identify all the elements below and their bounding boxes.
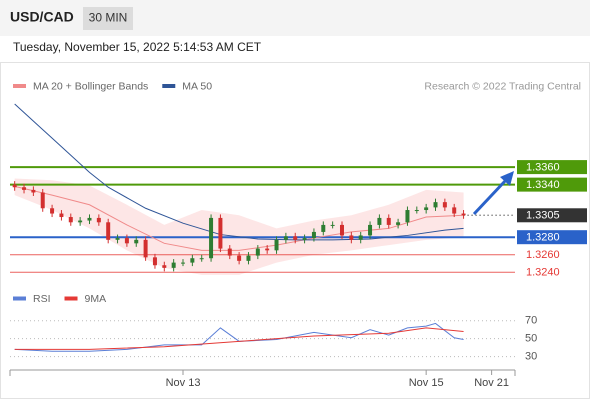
bollinger-band bbox=[14, 178, 464, 275]
level-label-box bbox=[517, 208, 587, 223]
rsi-line bbox=[14, 327, 464, 350]
candle-body bbox=[255, 248, 260, 256]
candle-body bbox=[78, 220, 83, 223]
forecast-arrowhead bbox=[500, 171, 514, 186]
candle-body bbox=[22, 187, 27, 190]
legend-label: MA 50 bbox=[182, 80, 212, 92]
candle-body bbox=[31, 189, 36, 193]
candle-body bbox=[414, 210, 419, 212]
candle-body bbox=[237, 255, 242, 261]
candle-body bbox=[115, 238, 120, 240]
legend-swatch bbox=[13, 296, 26, 301]
candle-body bbox=[330, 224, 335, 226]
level-label-box bbox=[517, 230, 587, 245]
candle-body bbox=[283, 236, 288, 240]
level-label: 1.3260 bbox=[526, 249, 560, 261]
candle-body bbox=[152, 257, 157, 266]
level-label: 1.3280 bbox=[526, 232, 560, 244]
legend-swatch bbox=[162, 84, 176, 88]
candle-body bbox=[358, 235, 363, 240]
candle-body bbox=[461, 213, 466, 216]
candle-body bbox=[377, 217, 382, 225]
legend-swatch bbox=[13, 84, 26, 88]
candle-body bbox=[452, 207, 457, 214]
candle-body bbox=[433, 202, 438, 208]
candle-body bbox=[227, 248, 232, 256]
candle-body bbox=[293, 236, 298, 240]
candle-body bbox=[218, 217, 223, 249]
price-panel: 1.3360 1.3340 1.3305 1.3280 1.3260 1.3240 MA 2… bbox=[10, 80, 587, 279]
legend-label: MA 20 + Bollinger Bands bbox=[33, 80, 148, 92]
level-label: 1.3360 bbox=[526, 162, 560, 174]
candle-body bbox=[124, 238, 129, 244]
candle-body bbox=[162, 265, 167, 268]
candle-body bbox=[59, 213, 64, 218]
candle-body bbox=[199, 258, 204, 260]
x-tick-label: Nov 13 bbox=[166, 377, 201, 389]
symbol: USD/CAD bbox=[10, 9, 74, 25]
level-label: 1.3340 bbox=[526, 179, 560, 191]
legend-swatch bbox=[64, 296, 78, 301]
y-tick-label: 50 bbox=[525, 333, 537, 345]
candle-body bbox=[311, 231, 316, 239]
candle-body bbox=[424, 207, 429, 211]
candle-body bbox=[386, 217, 391, 225]
candle-body bbox=[171, 262, 176, 268]
rsi-line bbox=[14, 322, 464, 352]
level-label-box bbox=[517, 160, 587, 175]
level-label-box bbox=[517, 177, 587, 192]
candle-body bbox=[349, 235, 354, 240]
candle-body bbox=[265, 248, 270, 251]
level-label: 1.3240 bbox=[526, 267, 560, 279]
candle-body bbox=[68, 217, 73, 223]
candle-body bbox=[302, 238, 307, 240]
candle-body bbox=[87, 217, 92, 221]
legend-label: 9MA bbox=[85, 293, 107, 305]
candle-body bbox=[368, 224, 373, 236]
candle-body bbox=[143, 239, 148, 258]
candle-body bbox=[134, 239, 139, 244]
candle-body bbox=[274, 239, 279, 251]
level-label: 1.3305 bbox=[526, 210, 560, 222]
y-tick-label: 30 bbox=[525, 350, 537, 362]
timestamp: Tuesday, November 15, 2022 5:14:53 AM CE… bbox=[13, 40, 262, 54]
x-tick-label: Nov 21 bbox=[474, 377, 509, 389]
interval: 30 MIN bbox=[89, 11, 128, 25]
candle-body bbox=[12, 184, 17, 188]
candle-body bbox=[396, 222, 401, 225]
candle-body bbox=[442, 202, 447, 208]
forecast-arrow bbox=[472, 178, 508, 216]
candle-body bbox=[405, 210, 410, 223]
y-tick-label: 70 bbox=[525, 315, 537, 327]
candle-body bbox=[339, 224, 344, 236]
candle-body bbox=[190, 258, 195, 263]
candle-body bbox=[50, 208, 55, 214]
credit: Research © 2022 Trading Central bbox=[424, 80, 581, 92]
interval-box bbox=[83, 7, 133, 30]
rsi-panel: 30 50 70 RSI 9MA bbox=[10, 293, 537, 362]
legend-label: RSI bbox=[33, 293, 51, 305]
candle-body bbox=[246, 255, 251, 261]
candle-body bbox=[96, 217, 101, 223]
candle-body bbox=[181, 262, 186, 264]
candle-body bbox=[209, 217, 214, 259]
candle-body bbox=[106, 222, 111, 240]
candle-body bbox=[40, 192, 45, 209]
x-tick-label: Nov 15 bbox=[409, 377, 444, 389]
candle-body bbox=[321, 224, 326, 232]
ma-line bbox=[14, 103, 464, 241]
